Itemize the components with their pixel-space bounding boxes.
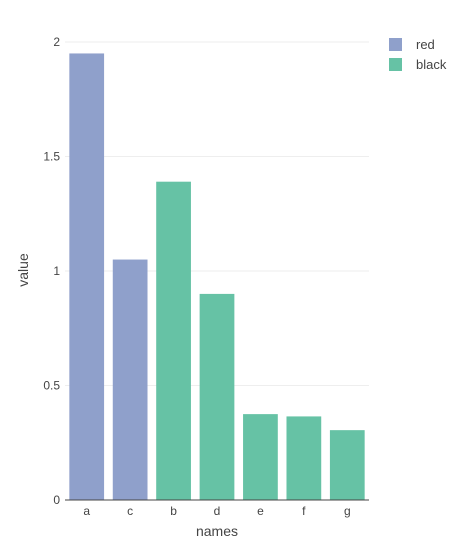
bar-red-c[interactable] [112, 259, 148, 500]
bar-red-a[interactable] [69, 53, 105, 500]
y-axis-title: value [15, 253, 31, 287]
bar-black-b[interactable] [156, 181, 191, 500]
legend-label-red[interactable]: red [416, 37, 435, 52]
bar-black-d[interactable] [199, 293, 235, 500]
y-tick-label: 0.5 [43, 379, 60, 393]
x-tick-label: b [170, 504, 177, 518]
y-tick-label: 2 [53, 35, 60, 49]
x-tick-label: f [302, 504, 306, 518]
x-tick-label: a [83, 504, 90, 518]
x-axis-title: names [196, 523, 238, 539]
x-tick-label: d [214, 504, 221, 518]
x-tick-label: c [127, 504, 133, 518]
legend-label-black[interactable]: black [416, 57, 447, 72]
bar-black-g[interactable] [329, 430, 365, 500]
legend-swatch-black[interactable] [389, 58, 402, 71]
legend-swatch-red[interactable] [389, 38, 402, 51]
bar-black-e[interactable] [243, 414, 278, 500]
x-tick-label: g [344, 504, 351, 518]
y-tick-label: 1 [53, 264, 60, 278]
bars [69, 53, 365, 500]
bar-black-f[interactable] [286, 416, 322, 500]
y-axis-ticks: 0 0.5 1 1.5 2 [43, 35, 60, 507]
y-tick-label: 1.5 [43, 150, 60, 164]
y-tick-label: 0 [53, 493, 60, 507]
x-tick-label: e [257, 504, 264, 518]
legend: red black [389, 37, 447, 72]
